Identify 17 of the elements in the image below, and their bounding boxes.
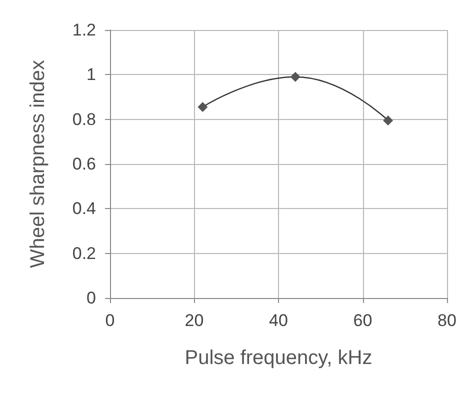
y-tick-label: 0 xyxy=(86,288,96,308)
x-tick-label: 80 xyxy=(438,311,456,330)
x-axis-title: Pulse frequency, kHz xyxy=(184,347,372,369)
x-tick-label: 0 xyxy=(105,311,115,330)
x-tick-label: 40 xyxy=(269,311,288,330)
y-tick-label: 1.2 xyxy=(72,20,96,40)
y-tick-label: 0.6 xyxy=(72,154,96,174)
point xyxy=(290,72,300,82)
y-tick-label: 0.4 xyxy=(72,199,96,218)
x-tick-label: 60 xyxy=(353,311,372,330)
y-tick-label: 1 xyxy=(86,65,96,84)
y-tick-label: 0.8 xyxy=(72,110,96,129)
point xyxy=(198,102,208,112)
x-tick-label: 20 xyxy=(184,311,204,330)
point xyxy=(383,115,394,126)
y-tick-label: 0.2 xyxy=(72,244,96,263)
y-axis-title: Wheel sharpness index xyxy=(27,60,49,268)
